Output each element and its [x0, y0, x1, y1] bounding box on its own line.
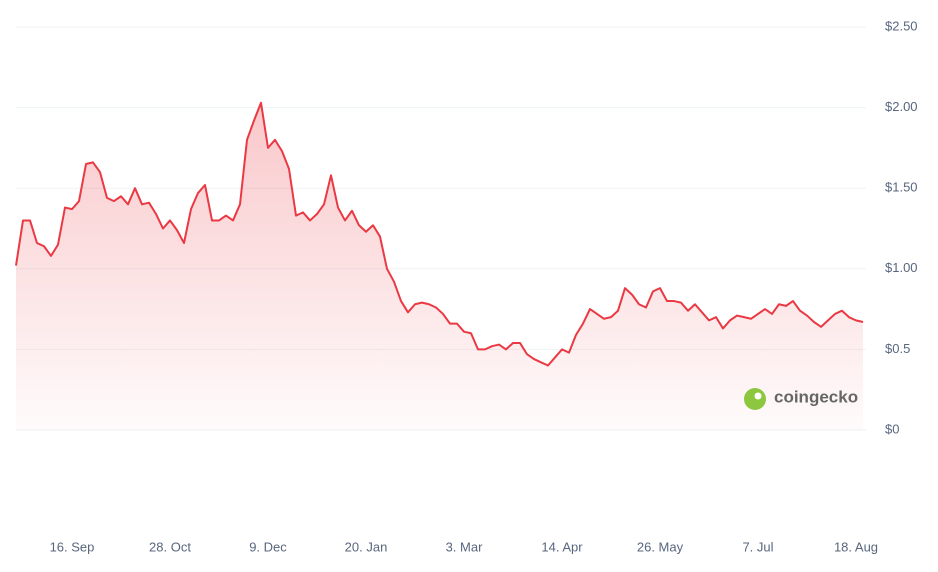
grid: $0 $0.5 $1.00 $1.50 $2.00 $2.50 16. Sep 28. Oct… [16, 18, 918, 554]
x-tick-label: 3. Mar [446, 539, 484, 554]
logo-eye [754, 392, 762, 400]
line [15, 101, 864, 367]
plot [15, 101, 864, 430]
area [16, 102, 863, 430]
watermark: coingecko [744, 387, 858, 410]
y-tick-label: $1.50 [885, 180, 918, 195]
x-tick-label: 16. Sep [50, 539, 95, 554]
x-tick-label: 9. Dec [249, 539, 287, 554]
y-tick-label: $0 [885, 421, 899, 436]
x-tick-label: 18. Aug [834, 539, 878, 554]
y-tick-label: $2.00 [885, 99, 918, 114]
y-tick-label: $2.50 [885, 18, 918, 33]
x-tick-label: 20. Jan [345, 539, 388, 554]
x-tick-label: 14. Apr [541, 539, 583, 554]
y-tick-label: $0.5 [885, 341, 910, 356]
x-tick-label: 26. May [637, 539, 684, 554]
watermark-text: coingecko [774, 387, 858, 406]
y-tick-label: $1.00 [885, 260, 918, 275]
logo [744, 388, 766, 410]
x-tick-label: 7. Jul [742, 539, 773, 554]
x-tick-label: 28. Oct [149, 539, 191, 554]
